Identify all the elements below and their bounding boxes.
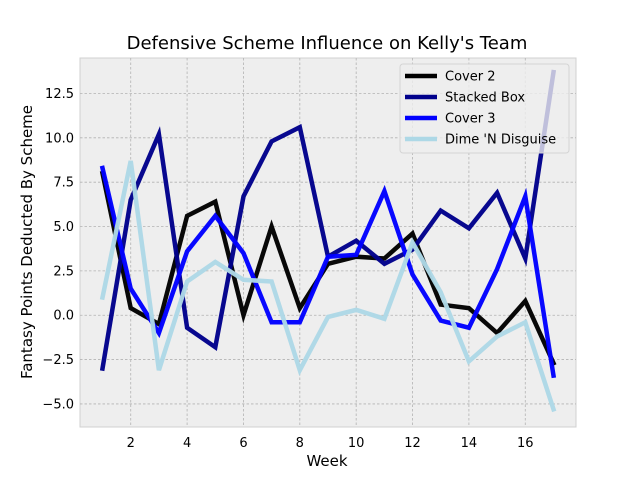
y-tick-label: 12.5 (45, 87, 74, 102)
y-tick-label: 10.0 (45, 131, 74, 146)
x-axis-label: Week (306, 452, 347, 470)
y-tick-label: 2.5 (53, 264, 74, 279)
legend-label: Cover 3 (445, 112, 495, 127)
legend-box (399, 63, 570, 154)
series-lines (99, 69, 557, 413)
y-tick-label: −2.5 (42, 353, 74, 368)
x-tick-label: 10 (348, 436, 365, 451)
y-tick-label: 7.5 (53, 176, 74, 191)
series-line (99, 165, 557, 379)
legend: Cover 2 Stacked Box Cover 3 Dime 'N Disguis… (399, 63, 570, 154)
y-tick-label: 5.0 (53, 220, 74, 235)
x-tick-label: 14 (461, 436, 478, 451)
legend-label: Stacked Box (445, 91, 525, 106)
legend-label: Dime 'N Disguise (445, 133, 556, 148)
x-tick-label: 4 (183, 436, 191, 451)
y-tick-label: −5.0 (42, 397, 74, 412)
y-tick-label: 0.0 (53, 309, 74, 324)
x-tick-label: 12 (404, 436, 421, 451)
chart-title: Defensive Scheme Influence on Kelly's Te… (127, 33, 528, 54)
x-tick-label: 8 (296, 436, 304, 451)
x-tick-label: 16 (517, 436, 534, 451)
y-axis-label: Fantasy Points Deducted By Scheme (18, 105, 36, 379)
legend-label: Cover 2 (445, 70, 495, 85)
tick-labels: 2 4 6 8 10 12 14 16 −5.0 −2.5 0.0 2.5 5.0 7.5 10.0 12.5 (42, 87, 533, 451)
x-tick-label: 2 (127, 436, 135, 451)
x-tick-label: 6 (239, 436, 247, 451)
series-line (99, 160, 557, 413)
